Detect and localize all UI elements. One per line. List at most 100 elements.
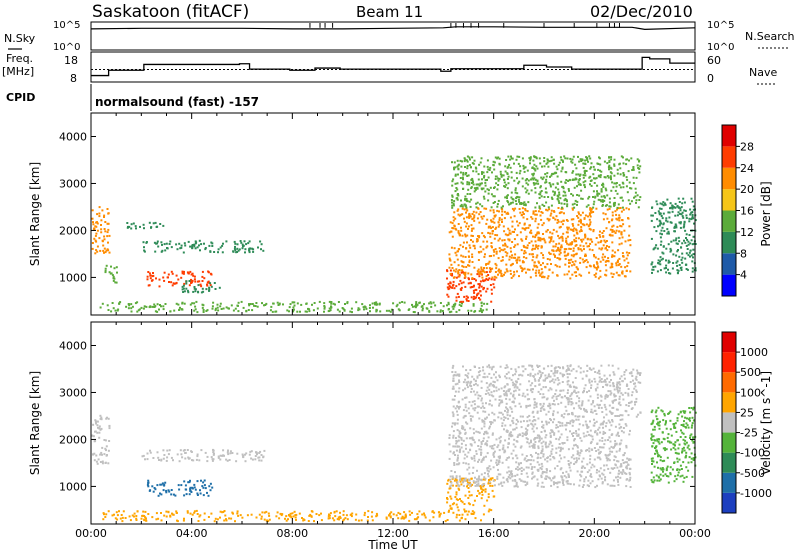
velocity-cell	[572, 390, 575, 393]
power-cell	[93, 228, 96, 230]
velocity-cell	[116, 518, 119, 521]
power-cell	[513, 273, 516, 276]
velocity-cell	[508, 470, 511, 473]
velocity-cell	[553, 433, 556, 436]
power-cell	[428, 310, 431, 313]
velocity-cell	[541, 396, 544, 399]
velocity-cell	[453, 423, 456, 426]
power-cell	[482, 269, 485, 272]
power-cell	[467, 174, 470, 177]
power-cell	[599, 169, 601, 172]
velocity-cell	[161, 482, 164, 485]
velocity-cell	[551, 403, 554, 405]
power-cell	[628, 225, 631, 228]
power-cell	[559, 211, 562, 214]
power-cell	[601, 247, 604, 250]
velocity-cell	[507, 417, 510, 420]
velocity-cell	[532, 476, 535, 479]
power-cell	[483, 207, 486, 210]
velocity-cell	[469, 483, 472, 486]
power-cell	[659, 256, 662, 259]
velocity-cell	[629, 381, 632, 383]
velocity-cell	[327, 515, 330, 518]
power-cell	[586, 237, 589, 240]
power-cell	[529, 157, 532, 160]
power-cell	[169, 310, 172, 313]
power-cell	[548, 218, 551, 221]
power-cell	[569, 277, 572, 280]
velocity-cell	[471, 513, 474, 515]
velocity-cell	[497, 444, 500, 447]
power-cell	[675, 224, 678, 227]
velocity-cell	[562, 483, 565, 486]
velocity-cell	[172, 493, 175, 496]
velocity-cell	[458, 519, 461, 522]
power-cell	[499, 271, 502, 274]
power-cell	[513, 215, 516, 218]
power-cell	[580, 189, 583, 192]
power-cell	[622, 162, 625, 165]
velocity-cell	[631, 375, 634, 377]
power-cell	[582, 238, 585, 241]
power-cell	[545, 178, 548, 181]
power-cell	[532, 159, 535, 162]
velocity-cell	[408, 510, 411, 513]
velocity-cell	[448, 434, 451, 437]
velocity-cell	[476, 495, 478, 497]
power-cell	[260, 243, 263, 246]
power-cell	[504, 185, 507, 188]
velocity-cell	[342, 513, 345, 516]
velocity-cell	[521, 453, 524, 456]
velocity-cell	[482, 410, 485, 413]
velocity-cell	[572, 421, 575, 424]
velocity-cell	[483, 425, 486, 428]
velocity-cell	[474, 407, 477, 409]
velocity-cell	[529, 372, 532, 375]
power-cell	[127, 307, 130, 310]
velocity-cell	[469, 448, 471, 451]
power-cell	[464, 198, 467, 200]
power-cell	[546, 209, 549, 212]
power-cell	[481, 178, 483, 181]
power-cell	[608, 159, 611, 162]
power-cell	[248, 249, 251, 252]
power-cell	[91, 242, 94, 244]
power-cell	[493, 161, 496, 164]
velocity-cell	[98, 436, 101, 439]
velocity-cell	[478, 417, 481, 420]
power-cell	[446, 277, 448, 280]
power-cell	[455, 254, 458, 257]
power-cell	[482, 187, 485, 190]
power-cell	[471, 256, 474, 258]
velocity-cell	[578, 397, 581, 400]
power-cell	[624, 266, 627, 269]
velocity-cell	[337, 516, 340, 519]
power-cell	[559, 156, 562, 159]
power-cell	[558, 265, 561, 268]
velocity-cell	[533, 406, 536, 409]
power-cell	[104, 221, 107, 223]
velocity-cell	[219, 454, 222, 457]
power-cell	[692, 248, 695, 251]
velocity-cell	[520, 479, 523, 482]
power-cell	[567, 226, 570, 229]
power-cell	[457, 223, 460, 225]
power-cell	[323, 307, 326, 310]
power-cell	[580, 228, 583, 231]
power-cell	[638, 199, 641, 201]
power-cell	[498, 247, 501, 250]
velocity-cell	[559, 366, 561, 369]
velocity-cell	[455, 374, 458, 377]
power-cell	[323, 302, 326, 305]
velocity-cell	[154, 488, 157, 491]
velocity-cell	[461, 516, 463, 519]
power-cell	[556, 168, 559, 171]
velocity-cell	[599, 379, 602, 382]
velocity-cell	[444, 520, 447, 523]
power-cell	[519, 211, 522, 214]
power-cell	[136, 301, 139, 304]
power-cell	[677, 249, 679, 251]
power-cell	[588, 212, 591, 215]
power-cell	[439, 302, 442, 304]
power-cell	[334, 303, 336, 306]
